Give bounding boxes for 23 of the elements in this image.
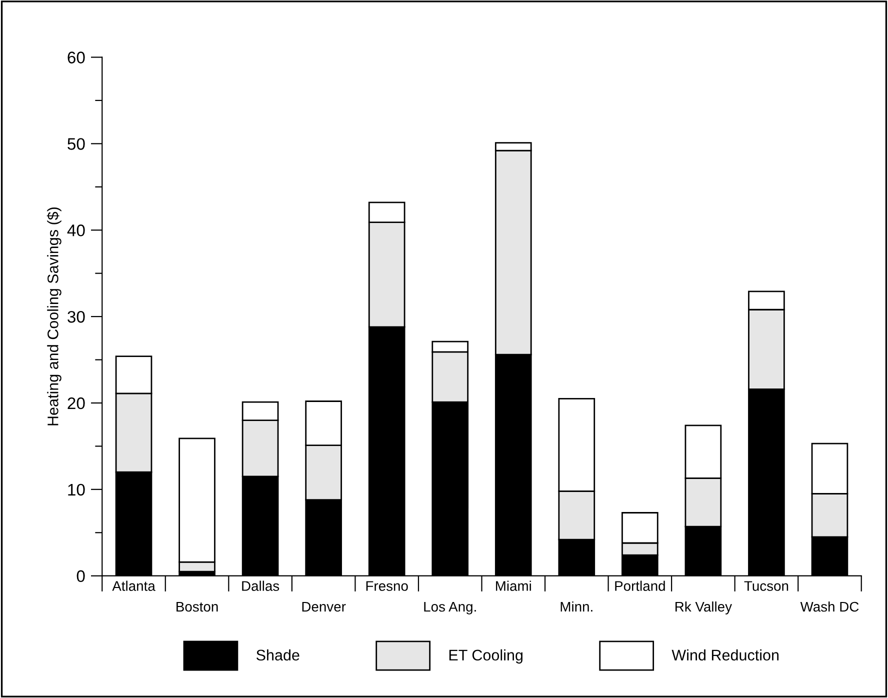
x-tick-label: Atlanta [112, 580, 156, 591]
x-tick-label: Minn. [560, 601, 592, 612]
x-tick-label: Dallas [242, 580, 280, 591]
legend-label: Wind Reduction [672, 649, 779, 661]
x-tick-label: Denver [302, 602, 346, 612]
x-tick-label: Portland [615, 580, 665, 591]
x-tick-label: Fresno [366, 581, 408, 591]
x-tick-label: Boston [176, 602, 218, 612]
y-axis-title: Heating and Cooling Savings ($) [46, 208, 62, 426]
y-tick-label: 60 [68, 52, 85, 64]
x-tick-label: Tucson [744, 581, 788, 591]
y-tick-label: 40 [67, 224, 85, 236]
y-tick-label: 30 [68, 310, 85, 323]
x-tick-label: Wash DC [800, 601, 859, 612]
y-tick-label: 50 [68, 138, 85, 150]
y-tick-label: 20 [68, 397, 85, 410]
x-tick-label: Los Ang. [424, 602, 476, 614]
legend-label: Shade [256, 649, 300, 661]
y-tick-label: 10 [68, 484, 85, 496]
y-tick-label: 0 [76, 570, 85, 582]
x-tick-label: Miami [496, 580, 531, 591]
legend-label: ET Cooling [449, 649, 522, 664]
x-tick-label: Rk Valley [676, 601, 732, 614]
